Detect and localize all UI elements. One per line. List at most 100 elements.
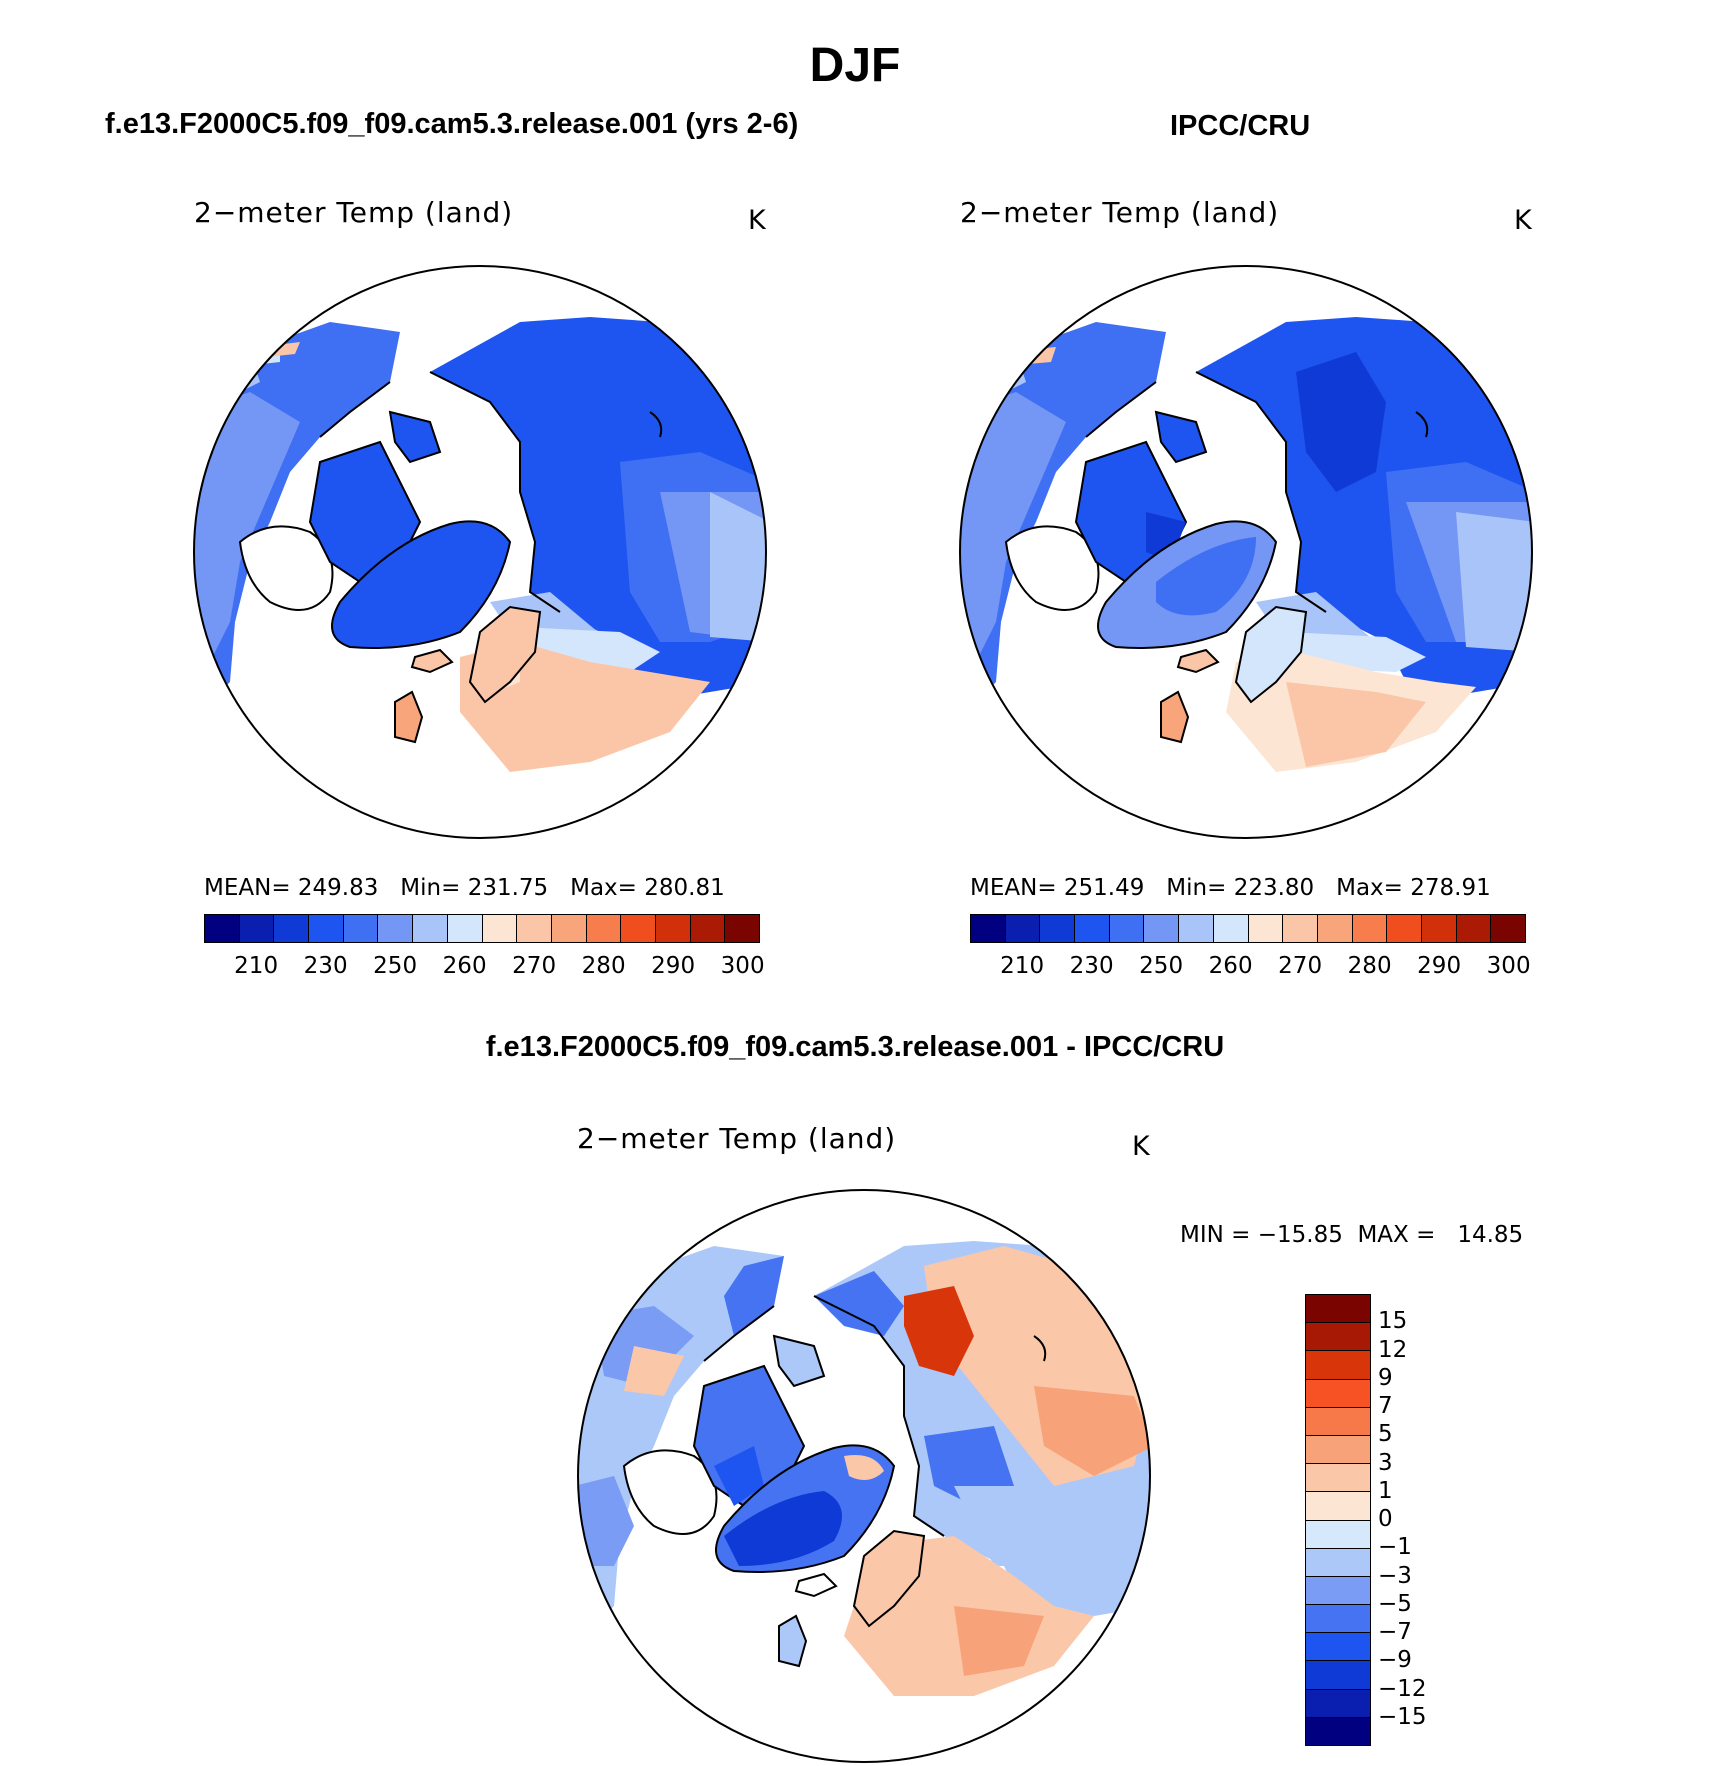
obs-plot-title: 2−meter Temp (land) <box>960 196 1280 229</box>
obs-colorbar-swatch <box>1317 915 1353 942</box>
model-colorbar-labels: 210 230 250 260 270 280 290 300 <box>204 953 764 983</box>
model-greenland-land <box>331 520 512 649</box>
model-colorbar-swatch <box>482 915 518 942</box>
diff-colorbar-tick-label: −5 <box>1378 1590 1412 1617</box>
model-colorbar-swatch <box>447 915 483 942</box>
model-colorbar-swatch <box>239 915 275 942</box>
model-colorbar-tick-label: 270 <box>512 953 557 979</box>
model-colorbar-tick-label: 250 <box>373 953 418 979</box>
diff-colorbar-swatch <box>1306 1295 1370 1324</box>
obs-colorbar-swatch <box>1005 915 1041 942</box>
obs-colorbar-swatch <box>1040 915 1076 942</box>
obs-colorbar-tick-label: 230 <box>1069 953 1114 979</box>
diff-colorbar-tick-label: −9 <box>1378 1647 1412 1674</box>
obs-polar-map <box>959 265 1533 839</box>
model-polar-map <box>193 265 767 839</box>
diff-panel-header: f.e13.F2000C5.f09_f09.cam5.3.release.001… <box>485 1031 1225 1063</box>
obs-colorbar-tick-label: 280 <box>1347 953 1392 979</box>
model-colorbar-swatch <box>690 915 726 942</box>
diff-colorbar-tick-label: 15 <box>1378 1308 1408 1335</box>
diff-colorbar-swatch <box>1306 1717 1370 1745</box>
model-colorbar-tick-label: 260 <box>442 953 487 979</box>
obs-colorbar-tick-label: 290 <box>1417 953 1462 979</box>
model-colorbar-swatch <box>621 915 656 942</box>
model-colorbar-swatch <box>343 915 379 942</box>
obs-colorbar-swatch <box>1179 915 1214 942</box>
diff-colorbar-swatch <box>1306 1323 1370 1352</box>
model-colorbar-swatch <box>413 915 448 942</box>
diff-colorbar-swatch <box>1306 1407 1370 1436</box>
obs-stats: MEAN= 251.49 Min= 223.80 Max= 278.91 <box>970 875 1491 901</box>
obs-panel-header: IPCC/CRU <box>1170 110 1311 142</box>
obs-colorbar-swatch <box>1144 915 1180 942</box>
obs-colorbar-tick-label: 260 <box>1208 953 1253 979</box>
diff-colorbar-swatch <box>1306 1661 1370 1690</box>
model-colorbar-swatch <box>551 915 587 942</box>
diff-minmax: MIN = −15.85 MAX = 14.85 <box>1180 1222 1524 1248</box>
diff-colorbar-swatch <box>1306 1435 1370 1465</box>
model-colorbar-swatch <box>586 915 622 942</box>
diff-colorbar-tick-label: −15 <box>1378 1703 1427 1730</box>
model-stats: MEAN= 249.83 Min= 231.75 Max= 280.81 <box>204 875 725 901</box>
model-units-label: K <box>748 205 766 236</box>
diff-colorbar-swatch <box>1306 1379 1370 1408</box>
model-colorbar-tick-label: 280 <box>581 953 626 979</box>
obs-colorbar-swatch <box>1109 915 1145 942</box>
diff-colorbar-swatch <box>1306 1351 1370 1380</box>
diff-colorbar <box>1305 1294 1371 1746</box>
model-plot-title: 2−meter Temp (land) <box>194 196 514 229</box>
diff-colorbar-swatch <box>1306 1605 1370 1634</box>
diff-colorbar-tick-label: 5 <box>1378 1421 1393 1448</box>
diff-colorbar-swatch <box>1306 1633 1370 1662</box>
diff-colorbar-tick-label: −3 <box>1378 1562 1412 1589</box>
diff-colorbar-swatch <box>1306 1464 1370 1493</box>
diff-colorbar-tick-label: −1 <box>1378 1534 1412 1561</box>
model-colorbar-swatch <box>205 915 240 942</box>
obs-colorbar-swatch <box>1248 915 1284 942</box>
obs-colorbar-tick-label: 270 <box>1278 953 1323 979</box>
diff-colorbar-tick-label: 7 <box>1378 1393 1393 1419</box>
obs-colorbar-swatch <box>1283 915 1318 942</box>
obs-colorbar <box>970 914 1526 943</box>
obs-colorbar-swatch <box>1213 915 1249 942</box>
obs-colorbar-tick-label: 210 <box>1000 953 1045 979</box>
diff-colorbar-swatch <box>1306 1548 1370 1577</box>
diff-colorbar-swatch <box>1306 1520 1370 1549</box>
diff-colorbar-tick-label: 1 <box>1378 1477 1393 1504</box>
model-colorbar <box>204 914 760 943</box>
model-colorbar-swatch <box>725 915 759 942</box>
diff-units-label: K <box>1132 1131 1150 1162</box>
diff-plot-title: 2−meter Temp (land) <box>577 1122 897 1155</box>
obs-colorbar-swatch <box>971 915 1006 942</box>
diff-colorbar-swatch <box>1306 1576 1370 1606</box>
diff-polar-map <box>577 1189 1151 1763</box>
model-colorbar-swatch <box>378 915 414 942</box>
diff-colorbar-tick-label: 12 <box>1378 1336 1408 1363</box>
model-colorbar-swatch <box>517 915 552 942</box>
diff-colorbar-tick-label: 9 <box>1378 1364 1393 1391</box>
season-title: DJF <box>809 39 901 92</box>
obs-colorbar-swatch <box>1456 915 1492 942</box>
diff-colorbar-tick-label: 0 <box>1378 1506 1393 1532</box>
diff-colorbar-tick-label: −7 <box>1378 1619 1412 1645</box>
obs-units-label: K <box>1514 205 1532 236</box>
obs-colorbar-swatch <box>1387 915 1422 942</box>
obs-colorbar-tick-label: 300 <box>1486 953 1531 979</box>
diff-colorbar-tick-label: −12 <box>1378 1675 1427 1702</box>
diff-colorbar-labels: 15 12 9 7 5 3 1 0 −1 −3 −5 −7 −9 −12 −15 <box>1378 1294 1458 1746</box>
obs-colorbar-swatch <box>1075 915 1110 942</box>
obs-colorbar-tick-label: 250 <box>1139 953 1184 979</box>
obs-colorbar-swatch <box>1421 915 1457 942</box>
diff-colorbar-swatch <box>1306 1492 1370 1521</box>
model-colorbar-swatch <box>309 915 344 942</box>
obs-colorbar-swatch <box>1352 915 1388 942</box>
model-colorbar-swatch <box>274 915 310 942</box>
model-panel-header: f.e13.F2000C5.f09_f09.cam5.3.release.001… <box>105 108 799 140</box>
obs-colorbar-swatch <box>1491 915 1525 942</box>
diff-colorbar-tick-label: 3 <box>1378 1449 1393 1476</box>
model-colorbar-tick-label: 210 <box>234 953 279 979</box>
model-colorbar-tick-label: 300 <box>720 953 765 979</box>
obs-colorbar-labels: 210 230 250 260 270 280 290 300 <box>970 953 1530 983</box>
model-colorbar-tick-label: 290 <box>651 953 696 979</box>
model-colorbar-swatch <box>655 915 691 942</box>
